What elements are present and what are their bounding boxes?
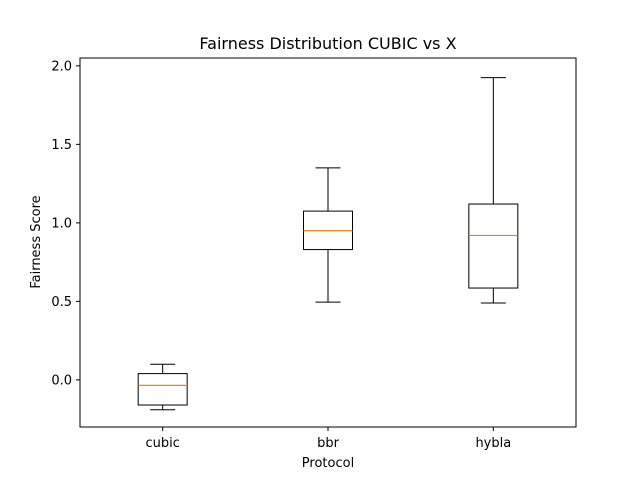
box-bbr: [303, 167, 353, 303]
box-iqr: [137, 373, 188, 406]
plot-area: [137, 77, 519, 411]
y-tick-label: 1.0: [51, 216, 72, 231]
box-cubic: [137, 363, 188, 411]
y-axis-label: Fairness Score: [29, 195, 44, 288]
box-hybla: [468, 77, 519, 304]
y-tick-label: 0.5: [51, 295, 72, 310]
x-tick-label: hybla: [475, 436, 511, 451]
x-axis: cubic bbr hybla: [145, 427, 511, 451]
y-tick-label: 1.5: [51, 138, 72, 153]
y-tick-label: 0.0: [51, 373, 72, 388]
x-tick-label: cubic: [145, 436, 179, 451]
x-axis-label: Protocol: [302, 456, 354, 471]
y-axis: 0.0 0.5 1.0 1.5 2.0: [51, 59, 80, 388]
y-tick-label: 2.0: [51, 59, 72, 74]
x-tick-label: bbr: [317, 436, 340, 451]
chart-title: Fairness Distribution CUBIC vs X: [199, 34, 456, 53]
box-iqr: [468, 203, 519, 289]
